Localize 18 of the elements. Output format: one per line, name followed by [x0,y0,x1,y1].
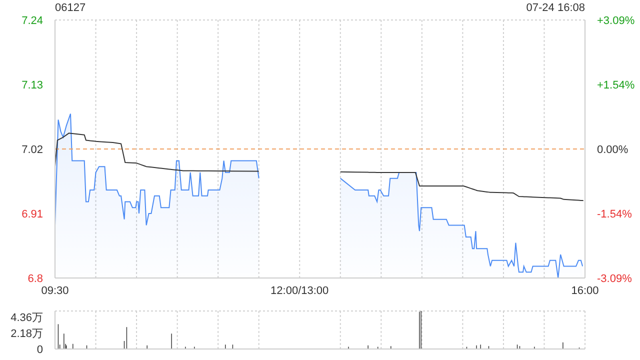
y-tick-label: 7.24 [22,15,43,27]
y2-tick-label: -3.09% [597,273,632,285]
chart-title: 06127 [55,2,86,14]
y-tick-label: 2.18万 [10,328,43,340]
y-tick-label: 7.13 [22,80,43,92]
x-tick-label: 16:00 [571,284,599,297]
y2-tick-label: 0.00% [597,144,628,156]
text: 07-24 16:08 [526,2,585,14]
y-tick-label: 7.02 [22,144,43,156]
x-tick-label: 12:00/13:00 [270,284,329,297]
y-tick-label: 6.91 [22,208,43,220]
y2-tick-label: -1.54% [597,208,632,220]
y-tick-label: 4.36万 [10,312,43,324]
y2-tick-label: +1.54% [597,80,635,92]
y-tick-label: 6.8 [28,273,43,285]
y2-tick-label: +3.09% [597,15,635,27]
x-tick-label: 09:30 [41,284,69,297]
y-tick-label: 0 [36,344,43,356]
